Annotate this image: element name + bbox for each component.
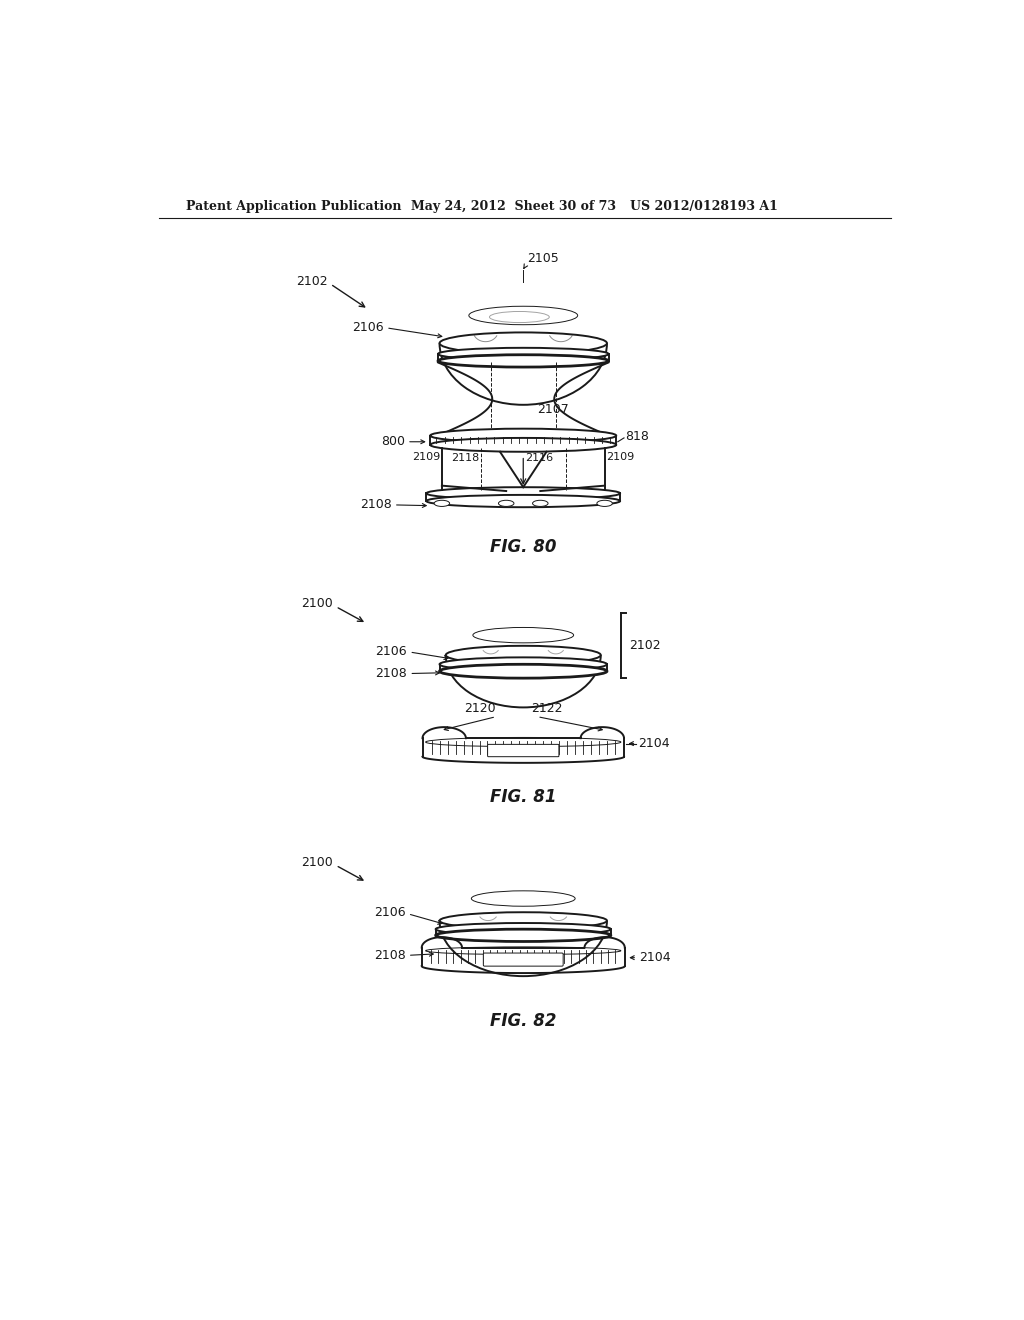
Text: 800: 800 [381,436,404,449]
Ellipse shape [439,912,607,929]
Text: 2109: 2109 [606,451,635,462]
Polygon shape [445,603,601,655]
Ellipse shape [430,429,616,442]
FancyBboxPatch shape [487,744,559,756]
Text: 2106: 2106 [376,644,407,657]
Text: 2120: 2120 [465,702,496,715]
Ellipse shape [471,891,575,907]
Text: 2102: 2102 [296,275,328,288]
Text: FIG. 81: FIG. 81 [490,788,556,807]
Text: 2100: 2100 [302,597,334,610]
Ellipse shape [469,306,578,325]
Text: 818: 818 [626,430,649,444]
Text: FIG. 80: FIG. 80 [490,539,556,556]
Ellipse shape [438,348,608,360]
Ellipse shape [435,929,611,941]
Text: 2104: 2104 [639,952,671,964]
Text: May 24, 2012  Sheet 30 of 73: May 24, 2012 Sheet 30 of 73 [411,199,615,213]
FancyBboxPatch shape [423,738,624,762]
Text: FIG. 82: FIG. 82 [490,1012,556,1030]
Polygon shape [423,727,581,739]
Ellipse shape [426,487,621,499]
Ellipse shape [435,923,611,936]
Text: 2107: 2107 [538,404,569,417]
Text: 2108: 2108 [375,667,407,680]
Text: 2104: 2104 [638,737,670,750]
Ellipse shape [439,657,607,671]
Bar [430,429,616,451]
Text: 2108: 2108 [359,499,391,511]
Text: 2106: 2106 [352,321,384,334]
Ellipse shape [426,495,621,507]
Ellipse shape [430,438,616,451]
Ellipse shape [445,645,601,664]
Text: 2116: 2116 [524,453,553,462]
Text: 2109: 2109 [412,451,440,462]
Text: 2105: 2105 [527,252,559,264]
Ellipse shape [499,500,514,507]
Text: US 2012/0128193 A1: US 2012/0128193 A1 [630,199,778,213]
FancyBboxPatch shape [483,953,563,966]
Text: Patent Application Publication: Patent Application Publication [186,199,401,213]
Ellipse shape [532,500,548,507]
Text: 2106: 2106 [374,907,406,920]
Text: 2100: 2100 [302,857,334,870]
Ellipse shape [439,281,607,405]
Text: 2102: 2102 [629,639,660,652]
Ellipse shape [597,500,612,507]
Ellipse shape [473,627,573,643]
Text: 2108: 2108 [374,949,406,962]
Text: 2118: 2118 [452,453,480,462]
Ellipse shape [438,355,608,367]
Text: 2122: 2122 [531,702,562,715]
Ellipse shape [439,664,607,678]
Polygon shape [439,866,607,921]
Ellipse shape [439,333,607,354]
Ellipse shape [434,500,450,507]
